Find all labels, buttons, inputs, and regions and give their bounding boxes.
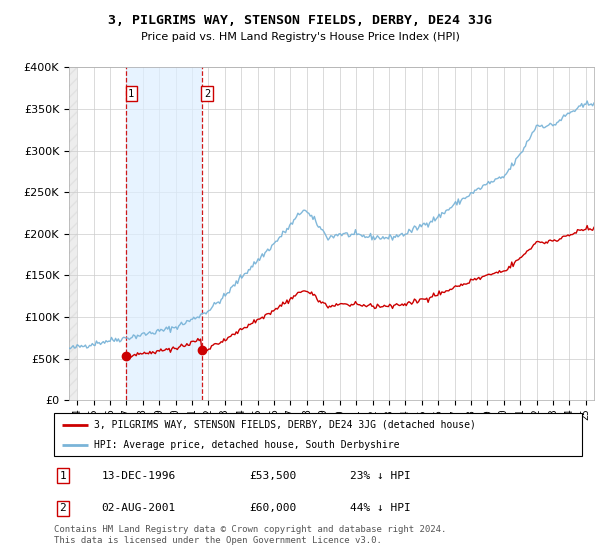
Text: 1: 1	[128, 89, 134, 99]
Text: HPI: Average price, detached house, South Derbyshire: HPI: Average price, detached house, Sout…	[94, 440, 399, 450]
Text: £60,000: £60,000	[250, 503, 296, 514]
Text: 1: 1	[59, 471, 66, 480]
Text: Contains HM Land Registry data © Crown copyright and database right 2024.
This d: Contains HM Land Registry data © Crown c…	[54, 525, 446, 545]
Text: 2: 2	[204, 89, 211, 99]
Text: 3, PILGRIMS WAY, STENSON FIELDS, DERBY, DE24 3JG (detached house): 3, PILGRIMS WAY, STENSON FIELDS, DERBY, …	[94, 420, 475, 430]
Text: 2: 2	[59, 503, 66, 514]
Text: 44% ↓ HPI: 44% ↓ HPI	[350, 503, 410, 514]
Text: 13-DEC-1996: 13-DEC-1996	[101, 471, 176, 480]
Text: 3, PILGRIMS WAY, STENSON FIELDS, DERBY, DE24 3JG: 3, PILGRIMS WAY, STENSON FIELDS, DERBY, …	[108, 14, 492, 27]
Text: £53,500: £53,500	[250, 471, 296, 480]
Bar	[69, 67, 77, 400]
Text: 02-AUG-2001: 02-AUG-2001	[101, 503, 176, 514]
Text: 23% ↓ HPI: 23% ↓ HPI	[350, 471, 410, 480]
Bar	[126, 67, 202, 400]
FancyBboxPatch shape	[54, 413, 582, 456]
Text: Price paid vs. HM Land Registry's House Price Index (HPI): Price paid vs. HM Land Registry's House …	[140, 32, 460, 43]
